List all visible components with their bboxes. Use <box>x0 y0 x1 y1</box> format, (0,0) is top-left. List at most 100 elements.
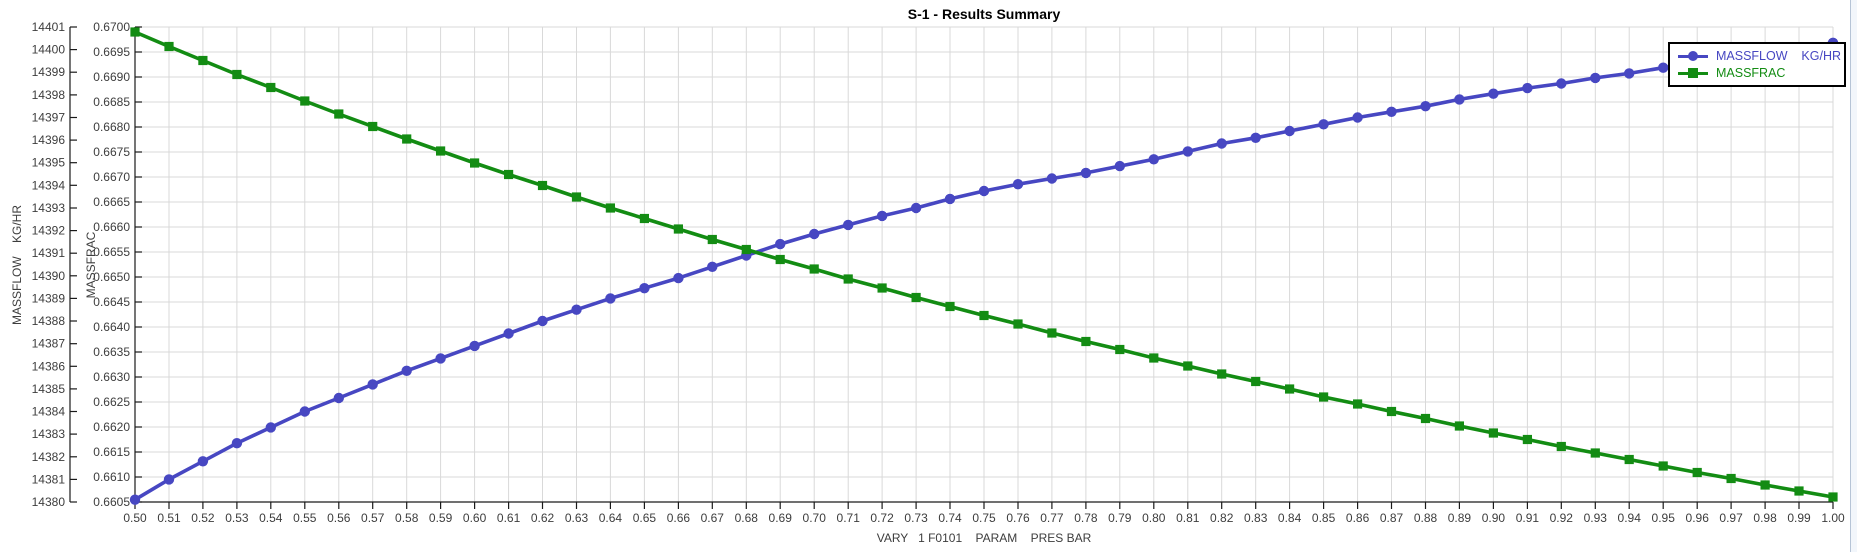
svg-text:14396: 14396 <box>32 133 66 147</box>
svg-text:0.93: 0.93 <box>1584 511 1608 525</box>
svg-text:0.6620: 0.6620 <box>93 420 130 434</box>
svg-text:0.76: 0.76 <box>1006 511 1030 525</box>
svg-text:0.61: 0.61 <box>497 511 521 525</box>
svg-text:0.68: 0.68 <box>735 511 759 525</box>
svg-text:0.90: 0.90 <box>1482 511 1506 525</box>
svg-text:0.6660: 0.6660 <box>93 220 130 234</box>
page-title: S-1 - Results Summary <box>907 6 1061 22</box>
svg-text:0.51: 0.51 <box>157 511 181 525</box>
svg-text:14398: 14398 <box>32 88 66 102</box>
svg-text:14380: 14380 <box>32 495 66 509</box>
svg-text:14401: 14401 <box>32 20 66 34</box>
y-axis-title-massflow: MASSFLOW KG/HR <box>10 205 24 326</box>
svg-text:0.55: 0.55 <box>293 511 317 525</box>
svg-text:14392: 14392 <box>32 224 66 238</box>
massfrac-series-swatch <box>1678 66 1708 80</box>
svg-text:14385: 14385 <box>32 382 66 396</box>
massflow-series-swatch <box>1678 49 1708 63</box>
svg-text:14387: 14387 <box>32 337 66 351</box>
svg-text:0.77: 0.77 <box>1040 511 1064 525</box>
svg-text:0.98: 0.98 <box>1753 511 1777 525</box>
svg-text:0.6675: 0.6675 <box>93 145 130 159</box>
svg-text:0.6655: 0.6655 <box>93 245 130 259</box>
legend-item-massfrac[interactable]: MASSFRAC <box>1678 66 1836 80</box>
svg-text:0.54: 0.54 <box>259 511 283 525</box>
svg-text:0.56: 0.56 <box>327 511 351 525</box>
svg-text:0.6630: 0.6630 <box>93 370 130 384</box>
svg-text:0.72: 0.72 <box>870 511 894 525</box>
legend-item-massflow[interactable]: MASSFLOW KG/HR <box>1678 49 1841 63</box>
svg-text:0.94: 0.94 <box>1618 511 1642 525</box>
svg-text:0.95: 0.95 <box>1652 511 1676 525</box>
svg-text:0.67: 0.67 <box>701 511 725 525</box>
svg-text:14382: 14382 <box>32 450 66 464</box>
svg-text:0.6690: 0.6690 <box>93 70 130 84</box>
svg-text:0.6625: 0.6625 <box>93 395 130 409</box>
svg-text:1.00: 1.00 <box>1821 511 1845 525</box>
svg-text:14399: 14399 <box>32 65 66 79</box>
window-edge <box>1850 0 1857 552</box>
svg-text:0.69: 0.69 <box>769 511 793 525</box>
svg-text:14390: 14390 <box>32 269 66 283</box>
svg-text:0.6605: 0.6605 <box>93 495 130 509</box>
svg-text:0.96: 0.96 <box>1686 511 1710 525</box>
svg-text:0.73: 0.73 <box>904 511 928 525</box>
svg-text:0.64: 0.64 <box>599 511 623 525</box>
svg-text:0.53: 0.53 <box>225 511 249 525</box>
svg-text:0.88: 0.88 <box>1414 511 1438 525</box>
svg-text:14381: 14381 <box>32 472 66 486</box>
svg-text:14397: 14397 <box>32 111 66 125</box>
svg-text:0.81: 0.81 <box>1176 511 1200 525</box>
legend-label-massflow: MASSFLOW KG/HR <box>1716 49 1842 63</box>
svg-text:0.59: 0.59 <box>429 511 453 525</box>
svg-text:0.99: 0.99 <box>1787 511 1811 525</box>
svg-text:0.6640: 0.6640 <box>93 320 130 334</box>
svg-text:14386: 14386 <box>32 359 66 373</box>
svg-text:0.6680: 0.6680 <box>93 120 130 134</box>
legend: MASSFLOW KG/HR MASSFRAC <box>1668 42 1846 87</box>
circle-marker-icon <box>1688 51 1698 61</box>
svg-text:0.84: 0.84 <box>1278 511 1302 525</box>
svg-text:14400: 14400 <box>32 43 66 57</box>
svg-text:14394: 14394 <box>32 178 66 192</box>
svg-text:14389: 14389 <box>32 291 66 305</box>
svg-text:0.6670: 0.6670 <box>93 170 130 184</box>
svg-text:0.92: 0.92 <box>1550 511 1574 525</box>
svg-text:0.75: 0.75 <box>972 511 996 525</box>
svg-text:0.6695: 0.6695 <box>93 45 130 59</box>
square-marker-icon <box>1688 68 1698 78</box>
svg-text:0.83: 0.83 <box>1244 511 1268 525</box>
svg-text:0.65: 0.65 <box>633 511 657 525</box>
svg-text:14391: 14391 <box>32 246 66 260</box>
svg-text:0.82: 0.82 <box>1210 511 1234 525</box>
svg-text:0.6635: 0.6635 <box>93 345 130 359</box>
svg-text:0.80: 0.80 <box>1142 511 1166 525</box>
svg-text:0.74: 0.74 <box>938 511 962 525</box>
svg-text:14393: 14393 <box>32 201 66 215</box>
svg-text:0.6610: 0.6610 <box>93 470 130 484</box>
svg-text:0.91: 0.91 <box>1516 511 1540 525</box>
x-axis-title: VARY 1 F0101 PARAM PRES BAR <box>876 531 1092 545</box>
y-axis-title-massfrac: MASSFRAC <box>84 231 98 299</box>
svg-text:0.6685: 0.6685 <box>93 95 130 109</box>
svg-text:0.89: 0.89 <box>1448 511 1472 525</box>
svg-text:0.71: 0.71 <box>837 511 861 525</box>
svg-text:0.87: 0.87 <box>1380 511 1404 525</box>
svg-text:0.6700: 0.6700 <box>93 20 130 34</box>
svg-text:0.79: 0.79 <box>1108 511 1132 525</box>
svg-text:0.62: 0.62 <box>531 511 555 525</box>
svg-text:0.57: 0.57 <box>361 511 385 525</box>
svg-text:0.50: 0.50 <box>123 511 147 525</box>
svg-text:14388: 14388 <box>32 314 66 328</box>
svg-text:14384: 14384 <box>32 405 66 419</box>
svg-text:0.6650: 0.6650 <box>93 270 130 284</box>
svg-text:0.6615: 0.6615 <box>93 445 130 459</box>
svg-text:0.97: 0.97 <box>1719 511 1743 525</box>
svg-text:14395: 14395 <box>32 156 66 170</box>
legend-label-massfrac: MASSFRAC <box>1716 66 1786 80</box>
svg-text:0.63: 0.63 <box>565 511 589 525</box>
svg-text:14383: 14383 <box>32 427 66 441</box>
svg-text:0.6645: 0.6645 <box>93 295 130 309</box>
svg-text:0.66: 0.66 <box>667 511 691 525</box>
